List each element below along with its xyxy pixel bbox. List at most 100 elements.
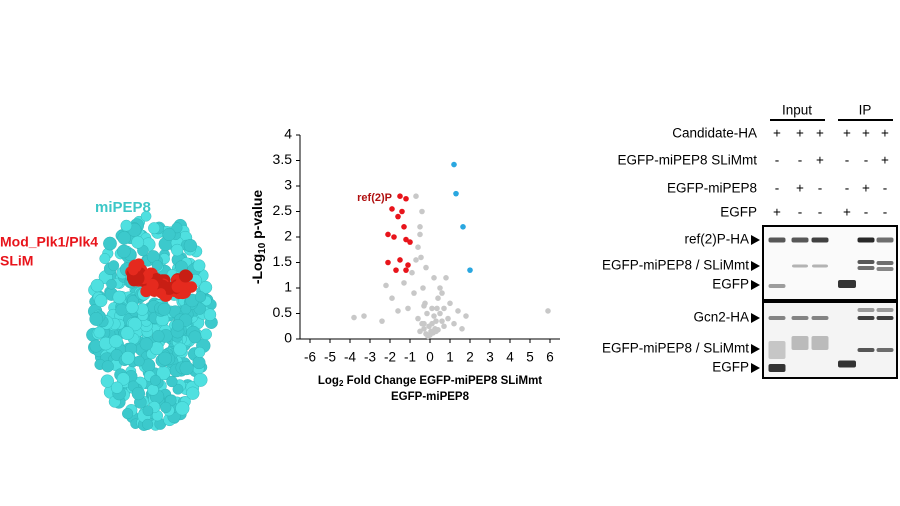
atom (100, 374, 114, 388)
condition-sign: - (798, 153, 803, 168)
atom (140, 211, 152, 222)
point (451, 161, 457, 168)
band (791, 336, 809, 350)
motif-label: Mod_Plk1/Plk4 (0, 234, 98, 250)
band (768, 364, 786, 372)
condition-sign: + (881, 153, 889, 168)
atom (101, 360, 114, 373)
band (768, 341, 786, 359)
point (401, 280, 407, 286)
y-tick-label: 2 (284, 228, 292, 244)
motif-atom (178, 269, 193, 283)
y-label-sub: 10 (257, 242, 268, 254)
x-label-part: Log (318, 375, 339, 387)
marker-arrow (751, 261, 760, 271)
point (419, 208, 425, 215)
motif-atom (171, 280, 184, 293)
condition-sign: + (843, 126, 851, 141)
point (435, 295, 441, 302)
atom (109, 334, 123, 349)
atom (199, 280, 213, 294)
atom (166, 375, 178, 388)
condition-sign: - (798, 205, 803, 220)
x-tick-label: -5 (324, 350, 336, 365)
y-axis-label: -Log10 p-value (249, 190, 268, 285)
atom (183, 238, 198, 253)
band (768, 284, 786, 288)
point (441, 305, 447, 312)
band (811, 336, 829, 350)
point (403, 195, 409, 202)
band (768, 237, 786, 243)
point (395, 213, 401, 220)
point (385, 231, 391, 238)
band (792, 264, 808, 268)
condition-sign: - (775, 181, 780, 196)
band (876, 308, 894, 312)
group-header: IP (859, 103, 872, 118)
atom (110, 381, 124, 394)
atom (192, 259, 206, 272)
x-label-part: Fold Change EGFP-miPEP8 SLiMmt (343, 375, 542, 387)
annotation: ref(2)P (357, 192, 392, 204)
band (812, 264, 828, 268)
point (421, 326, 427, 332)
point (439, 290, 445, 296)
point (424, 310, 430, 317)
atom (151, 260, 163, 271)
atom (103, 236, 117, 251)
protein-label: miPEP8 (95, 199, 151, 216)
atom (203, 308, 217, 321)
point (395, 308, 401, 314)
condition-sign: + (862, 126, 870, 141)
band (876, 348, 894, 352)
atom (90, 278, 104, 293)
point (397, 257, 403, 263)
atom (122, 408, 134, 420)
marker-arrow (751, 313, 760, 323)
marker-label: EGFP (712, 277, 749, 292)
atom (192, 356, 206, 370)
atom (121, 351, 135, 365)
point (455, 308, 461, 314)
point (429, 305, 435, 312)
y-tick-label: 3 (284, 177, 292, 193)
marker-label: EGFP-miPEP8 / SLiMmt (602, 341, 749, 356)
point (405, 262, 411, 268)
atom (186, 386, 200, 400)
y-tick-label: 1 (284, 279, 292, 295)
point (413, 193, 419, 199)
atom (172, 383, 184, 395)
point (389, 295, 395, 302)
point (385, 259, 391, 266)
point (399, 208, 405, 215)
western-blot: Input IP Candidate-HA + + + + + + EGFP-miPEP8 SLi… (602, 103, 898, 379)
point (439, 318, 445, 324)
condition-sign: - (845, 153, 850, 168)
point (393, 267, 399, 273)
x-tick-label: -6 (304, 350, 316, 365)
condition-label: EGFP-miPEP8 (667, 181, 757, 196)
condition-sign: - (845, 181, 850, 196)
point (463, 313, 469, 319)
atom (175, 401, 190, 416)
x-tick-label: -4 (344, 350, 356, 365)
atom (142, 418, 154, 430)
point (431, 313, 437, 319)
point (415, 315, 421, 322)
point (441, 323, 447, 330)
point (423, 264, 429, 271)
condition-sign: + (796, 181, 804, 196)
motif-atom (146, 278, 159, 292)
marker-label: EGFP (712, 360, 749, 375)
condition-sign: + (773, 205, 781, 220)
x-tick-label: 5 (526, 350, 534, 365)
band (876, 267, 894, 271)
band (857, 316, 875, 320)
condition-sign: - (883, 205, 888, 220)
point (379, 318, 385, 324)
point (389, 206, 395, 212)
point (417, 224, 423, 230)
blot-panel (762, 225, 898, 301)
